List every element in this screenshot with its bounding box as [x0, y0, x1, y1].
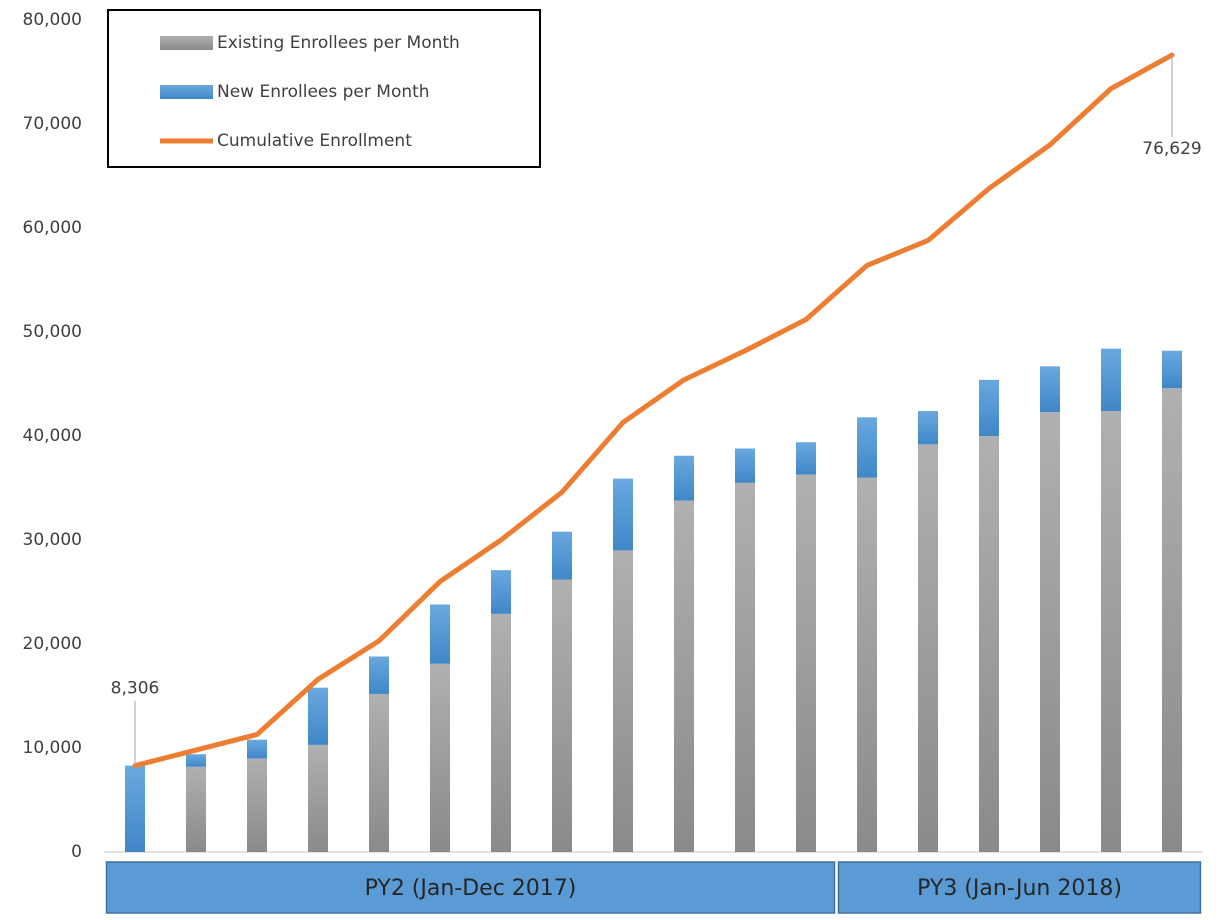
bar-segment [247, 758, 267, 852]
bar-segment [369, 693, 389, 852]
bar-segment [308, 744, 328, 852]
bar-segment [1040, 366, 1060, 413]
x-group-box [837, 861, 1202, 914]
bar-segment [491, 613, 511, 852]
bar-segment [857, 477, 877, 852]
bar-segment [125, 765, 145, 852]
bar-segment [186, 754, 206, 767]
bar-segment [491, 570, 511, 614]
bar-segment [796, 474, 816, 852]
bar-segment [369, 656, 389, 694]
bar-segment [674, 500, 694, 852]
bar-segment [735, 448, 755, 483]
bar-segment [430, 604, 450, 664]
bar-segment [247, 739, 267, 759]
bar-segment [1101, 348, 1121, 412]
y-tick-label: 0 [71, 842, 82, 862]
bar-segment [186, 766, 206, 852]
y-tick-label: 30,000 [23, 530, 82, 550]
bar-segment [918, 411, 938, 445]
legend-label: Cumulative Enrollment [217, 131, 412, 151]
y-tick-label: 40,000 [23, 426, 82, 446]
bar-segment [735, 482, 755, 852]
x-group-label: PY2 (Jan-Dec 2017) [365, 876, 577, 901]
legend-label: New Enrollees per Month [217, 82, 430, 102]
legend-label: Existing Enrollees per Month [217, 33, 460, 53]
legend-swatch [160, 85, 213, 99]
y-tick-label: 80,000 [23, 10, 82, 30]
line [132, 52, 1175, 769]
y-tick-label: 20,000 [23, 634, 82, 654]
bar-segment [613, 478, 633, 551]
bar-segment [1162, 350, 1182, 389]
bar-segment [308, 687, 328, 745]
y-tick-label: 50,000 [23, 322, 82, 342]
bar-segment [979, 436, 999, 852]
data-label: 8,306 [111, 679, 160, 699]
bar-segment [1101, 411, 1121, 852]
bar-segment [613, 550, 633, 852]
data-label: 76,629 [1142, 139, 1201, 159]
y-tick-label: 10,000 [23, 738, 82, 758]
legend-swatch [160, 36, 213, 50]
x-group-label: PY3 (Jan-Jun 2018) [917, 876, 1122, 901]
bar-segment [552, 531, 572, 580]
bar-segment [552, 579, 572, 852]
bar-segment [857, 417, 877, 478]
bar-segment [674, 455, 694, 501]
y-tick-label: 60,000 [23, 218, 82, 238]
y-tick-label: 70,000 [23, 114, 82, 134]
bar-segment [1162, 388, 1182, 852]
bar-segment [918, 444, 938, 852]
bar-segment [430, 663, 450, 852]
bar-segment [796, 442, 816, 475]
bar-segment [1040, 412, 1060, 852]
x-group-box [105, 861, 836, 914]
bar-segment [979, 379, 999, 436]
